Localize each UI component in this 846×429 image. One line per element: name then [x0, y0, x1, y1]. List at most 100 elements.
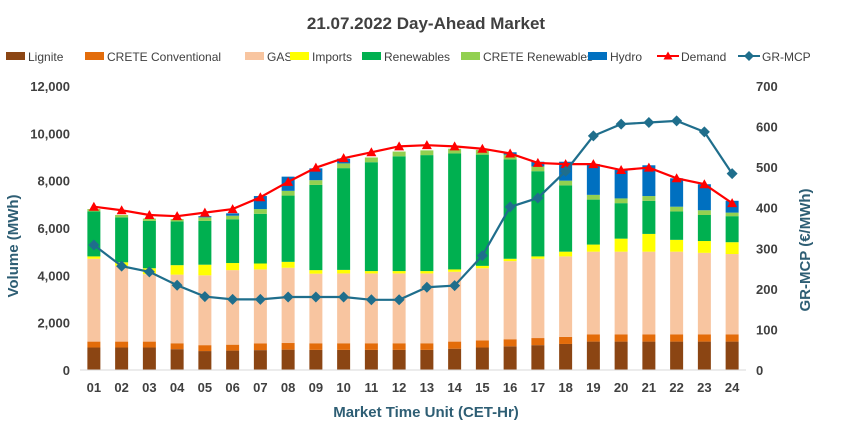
point-demand-15: [477, 143, 488, 153]
bar-crete-conventional-11: [364, 343, 378, 350]
bar-crete-conventional-15: [475, 340, 489, 348]
bar-lignite-14: [448, 348, 462, 370]
x-tick-label: 04: [170, 380, 185, 395]
legend-label-crete-conventional: CRETE Conventional: [107, 50, 221, 64]
bar-imports-16: [503, 258, 517, 262]
bar-hydro-09: [309, 168, 323, 181]
x-tick-label: 14: [447, 380, 462, 395]
point-gr-mcp-09: [310, 291, 322, 303]
x-tick-label: 23: [697, 380, 711, 395]
bar-renewables-18: [559, 185, 573, 252]
y2-tick-label: 300: [756, 241, 778, 256]
x-tick-label: 12: [392, 380, 406, 395]
bar-crete-renewables-13: [420, 150, 434, 156]
point-gr-mcp-12: [393, 294, 405, 306]
bar-imports-10: [337, 269, 351, 274]
bar-crete-conventional-22: [670, 334, 684, 342]
bar-gas-02: [115, 265, 129, 342]
point-demand-05: [199, 207, 210, 217]
bar-crete-renewables-17: [531, 166, 545, 172]
bar-lignite-13: [420, 349, 434, 370]
bar-crete-conventional-12: [392, 343, 406, 350]
legend-label-gr-mcp: GR-MCP: [762, 50, 811, 64]
bar-crete-renewables-22: [670, 206, 684, 212]
bar-gas-12: [392, 273, 406, 344]
bar-renewables-11: [364, 162, 378, 272]
bar-lignite-24: [725, 341, 739, 370]
point-demand-19: [588, 159, 599, 169]
bar-crete-renewables-24: [725, 212, 739, 217]
bar-hydro-19: [586, 164, 600, 195]
bar-crete-conventional-07: [253, 343, 267, 351]
bar-crete-renewables-08: [281, 190, 295, 196]
point-gr-mcp-13: [421, 281, 433, 293]
point-demand-22: [671, 173, 682, 183]
line-gr-mcp: [93, 119, 734, 301]
line-layer: [88, 115, 738, 306]
legend-swatch-hydro: [588, 52, 607, 60]
bar-imports-22: [670, 239, 684, 252]
bar-crete-conventional-23: [697, 334, 711, 342]
point-demand-09: [310, 162, 321, 172]
bar-renewables-10: [337, 168, 351, 270]
y-tick-label: 2,000: [37, 316, 70, 331]
bar-lignite-11: [364, 349, 378, 370]
bar-renewables-09: [309, 184, 323, 271]
bar-crete-renewables-03: [142, 218, 156, 221]
y-tick-label: 8,000: [37, 174, 70, 189]
bar-renewables-22: [670, 211, 684, 240]
point-demand-16: [505, 148, 516, 158]
bar-imports-19: [586, 244, 600, 252]
x-tick-label: 09: [309, 380, 323, 395]
bar-imports-17: [531, 256, 545, 259]
bar-lignite-17: [531, 345, 545, 370]
bar-crete-conventional-16: [503, 339, 517, 347]
bar-lignite-23: [697, 341, 711, 370]
x-tick-label: 07: [253, 380, 267, 395]
bar-gas-17: [531, 258, 545, 339]
bar-crete-renewables-11: [364, 157, 378, 163]
bar-imports-09: [309, 270, 323, 274]
point-gr-mcp-07: [254, 293, 266, 305]
bar-gas-06: [226, 270, 240, 345]
point-demand-18: [560, 159, 571, 169]
x-tick-label: 17: [531, 380, 545, 395]
y2-tick-label: 500: [756, 160, 778, 175]
bar-crete-conventional-18: [559, 336, 573, 344]
legend-marker-gr-mcp: [744, 51, 754, 61]
bar-imports-01: [87, 256, 101, 259]
bar-lignite-15: [475, 347, 489, 370]
bar-crete-conventional-04: [170, 343, 184, 350]
y2-axis-label: GR-MCP (€/MWh): [797, 188, 814, 311]
bar-imports-06: [226, 263, 240, 271]
point-demand-04: [172, 211, 183, 221]
bar-crete-conventional-10: [337, 343, 351, 350]
bar-lignite-01: [87, 347, 101, 370]
bar-imports-04: [170, 265, 184, 275]
bar-crete-renewables-23: [697, 210, 711, 215]
bar-gas-09: [309, 273, 323, 344]
bar-imports-18: [559, 251, 573, 257]
bar-crete-renewables-20: [614, 198, 628, 204]
y-tick-label: 6,000: [37, 221, 70, 236]
y2-tick-label: 200: [756, 282, 778, 297]
point-demand-10: [338, 153, 349, 163]
bar-lignite-18: [559, 343, 573, 370]
bar-imports-12: [392, 271, 406, 274]
point-demand-12: [394, 141, 405, 151]
bar-renewables-19: [586, 199, 600, 245]
x-tick-label: 16: [503, 380, 517, 395]
y-tick-label: 10,000: [30, 126, 70, 141]
bar-crete-renewables-14: [448, 148, 462, 154]
y-axis-label: Volume (MWh): [5, 194, 22, 297]
point-demand-01: [88, 201, 99, 211]
legend-marker-demand: [663, 51, 673, 60]
bar-hydro-23: [697, 184, 711, 211]
bar-lignite-04: [170, 349, 184, 370]
bar-gas-03: [142, 274, 156, 342]
point-demand-08: [283, 176, 294, 186]
bar-lignite-10: [337, 349, 351, 370]
bar-crete-conventional-14: [448, 341, 462, 349]
legend-label-renewables: Renewables: [384, 50, 450, 64]
